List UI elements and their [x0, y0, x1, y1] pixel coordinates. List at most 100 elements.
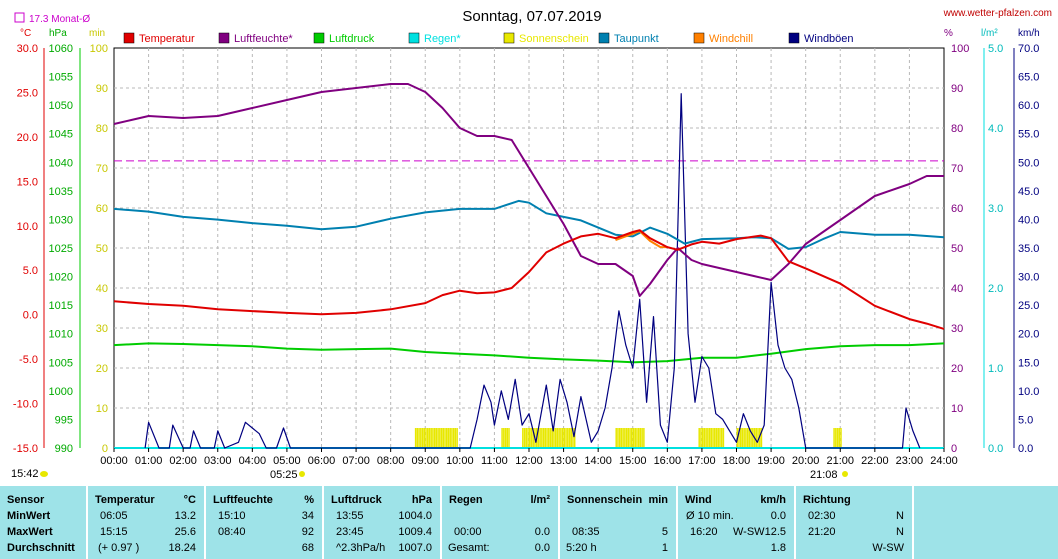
x-tick-label: 00:00	[100, 455, 128, 467]
stats-row-label: MaxWert	[7, 526, 53, 538]
stats-time: 08:35	[572, 526, 600, 538]
x-tick-label: 13:00	[550, 455, 578, 467]
legend-swatch	[313, 32, 325, 44]
sunshine-bar	[757, 428, 759, 448]
sunshine-bar	[840, 428, 842, 448]
pressure-tick-label: 1020	[49, 272, 73, 284]
legend-swatch	[218, 32, 230, 44]
sunshine-bar	[439, 428, 441, 448]
pressure-tick-label: 990	[55, 443, 73, 455]
temperature-tick-label: 15.0	[17, 176, 38, 188]
stats-value: 0.0	[534, 526, 550, 538]
sunshine-bar	[624, 428, 626, 448]
pressure-tick-label: 1055	[49, 72, 73, 84]
current-time-icon	[40, 471, 48, 477]
sunset-icon	[842, 471, 848, 477]
stats-time: Gesamt:	[448, 542, 490, 554]
stats-time: 21:20	[808, 526, 836, 538]
sunshine-bar	[615, 428, 617, 448]
legend-swatch	[788, 32, 800, 44]
sunshine-bar	[454, 428, 457, 448]
sunshine-bar	[760, 428, 763, 448]
legend-label: Regen*	[424, 33, 461, 45]
sunshine-bar	[752, 428, 754, 448]
sunshine-bar	[525, 428, 528, 448]
sunshine-bar	[838, 428, 841, 448]
sunshine-bar	[743, 428, 745, 448]
sunshine-bar	[554, 428, 557, 448]
site-link[interactable]: www.wetter-pfalzen.com	[943, 8, 1052, 19]
humidity-tick-label: 70	[951, 163, 963, 175]
wind-tick-label: 5.0	[1018, 414, 1033, 426]
sunshine-bar	[641, 428, 643, 448]
sunshine-bar	[703, 428, 706, 448]
sunshine-bar	[446, 428, 448, 448]
sunshine-bars	[414, 428, 842, 448]
legend: Temperatur Luftfeuchte* Luftdruck Regen* Son…	[123, 32, 854, 45]
sunshine-bar	[565, 428, 567, 448]
sunshine-bar	[739, 428, 742, 448]
wind-tick-label: 55.0	[1018, 129, 1039, 141]
unit-celsius: °C	[20, 28, 31, 39]
sunshine-bar	[444, 428, 446, 448]
stats-time: 16:20	[690, 526, 718, 538]
sunshine-bar	[428, 428, 431, 448]
axes: 30.0 25.0 20.0 15.0 10.0 5.0 0.0 -5.0 -10.0 -15.0…	[13, 43, 1040, 467]
stats-value: 25.6	[174, 526, 196, 538]
stats-time: 15:15	[100, 526, 128, 538]
stats-header: Sonnenschein	[567, 494, 643, 506]
temperature-tick-label: -10.0	[13, 399, 38, 411]
temperature-tick-label: 10.0	[17, 221, 38, 233]
pressure-tick-label: 1040	[49, 157, 73, 169]
temperature-tick-label: 20.0	[17, 132, 38, 144]
sunshine-bar	[423, 428, 426, 448]
humidity-tick-label: 40	[951, 283, 963, 295]
sunshine-tick-label: 20	[96, 363, 108, 375]
stats-value: 12.5	[764, 526, 786, 538]
sunshine-bar	[426, 428, 429, 448]
stats-header: Luftdruck	[331, 494, 382, 506]
chart-title: Sonntag, 07.07.2019	[462, 8, 601, 25]
x-tick-label: 06:00	[308, 455, 336, 467]
x-tick-label: 14:00	[584, 455, 612, 467]
sunshine-bar	[758, 428, 761, 448]
stats-value: 68	[301, 542, 314, 554]
sunshine-bar	[449, 428, 451, 448]
stats-value: 1.8	[770, 542, 786, 554]
pressure-tick-label: 995	[55, 414, 73, 426]
sunshine-bar	[741, 428, 744, 448]
stats-unit: km/h	[760, 494, 786, 506]
stats-value: 0.0	[770, 510, 786, 522]
sunshine-bar	[573, 428, 576, 448]
sunshine-bar	[542, 428, 545, 448]
sunshine-bar	[705, 428, 707, 448]
stats-value: N	[896, 526, 904, 538]
stats-value: 5	[661, 526, 668, 538]
unit-hpa: hPa	[49, 28, 67, 39]
sunshine-bar	[546, 428, 548, 448]
sunshine-bar	[418, 428, 420, 448]
pressure-tick-label: 1030	[49, 214, 73, 226]
wind-tick-label: 20.0	[1018, 329, 1039, 341]
stats-unit: °C	[183, 494, 196, 506]
sunshine-bar	[748, 428, 751, 448]
rain-tick-label: 2.0	[988, 283, 1003, 295]
stats-value: 1007.0	[398, 542, 432, 554]
stats-col-regen: Regen l/m² 00:00 0.0 Gesamt: 0.0	[442, 486, 560, 559]
wind-tick-label: 50.0	[1018, 157, 1039, 169]
temperature-tick-label: -15.0	[13, 443, 38, 455]
wind-tick-label: 70.0	[1018, 43, 1039, 55]
stats-value: 1009.4	[398, 526, 432, 538]
unit-min: min	[89, 28, 105, 39]
stats-value: 18.24	[168, 542, 196, 554]
sunshine-bar	[572, 428, 574, 448]
sunshine-bar	[563, 428, 566, 448]
sunshine-bar	[529, 428, 531, 448]
pressure-tick-label: 1025	[49, 243, 73, 255]
sunshine-bar	[712, 428, 714, 448]
pressure-tick-label: 1060	[49, 43, 73, 55]
sunshine-bar	[549, 428, 552, 448]
x-tick-label: 12:00	[515, 455, 543, 467]
sunshine-bar	[530, 428, 533, 448]
legend-swatch	[408, 32, 420, 44]
